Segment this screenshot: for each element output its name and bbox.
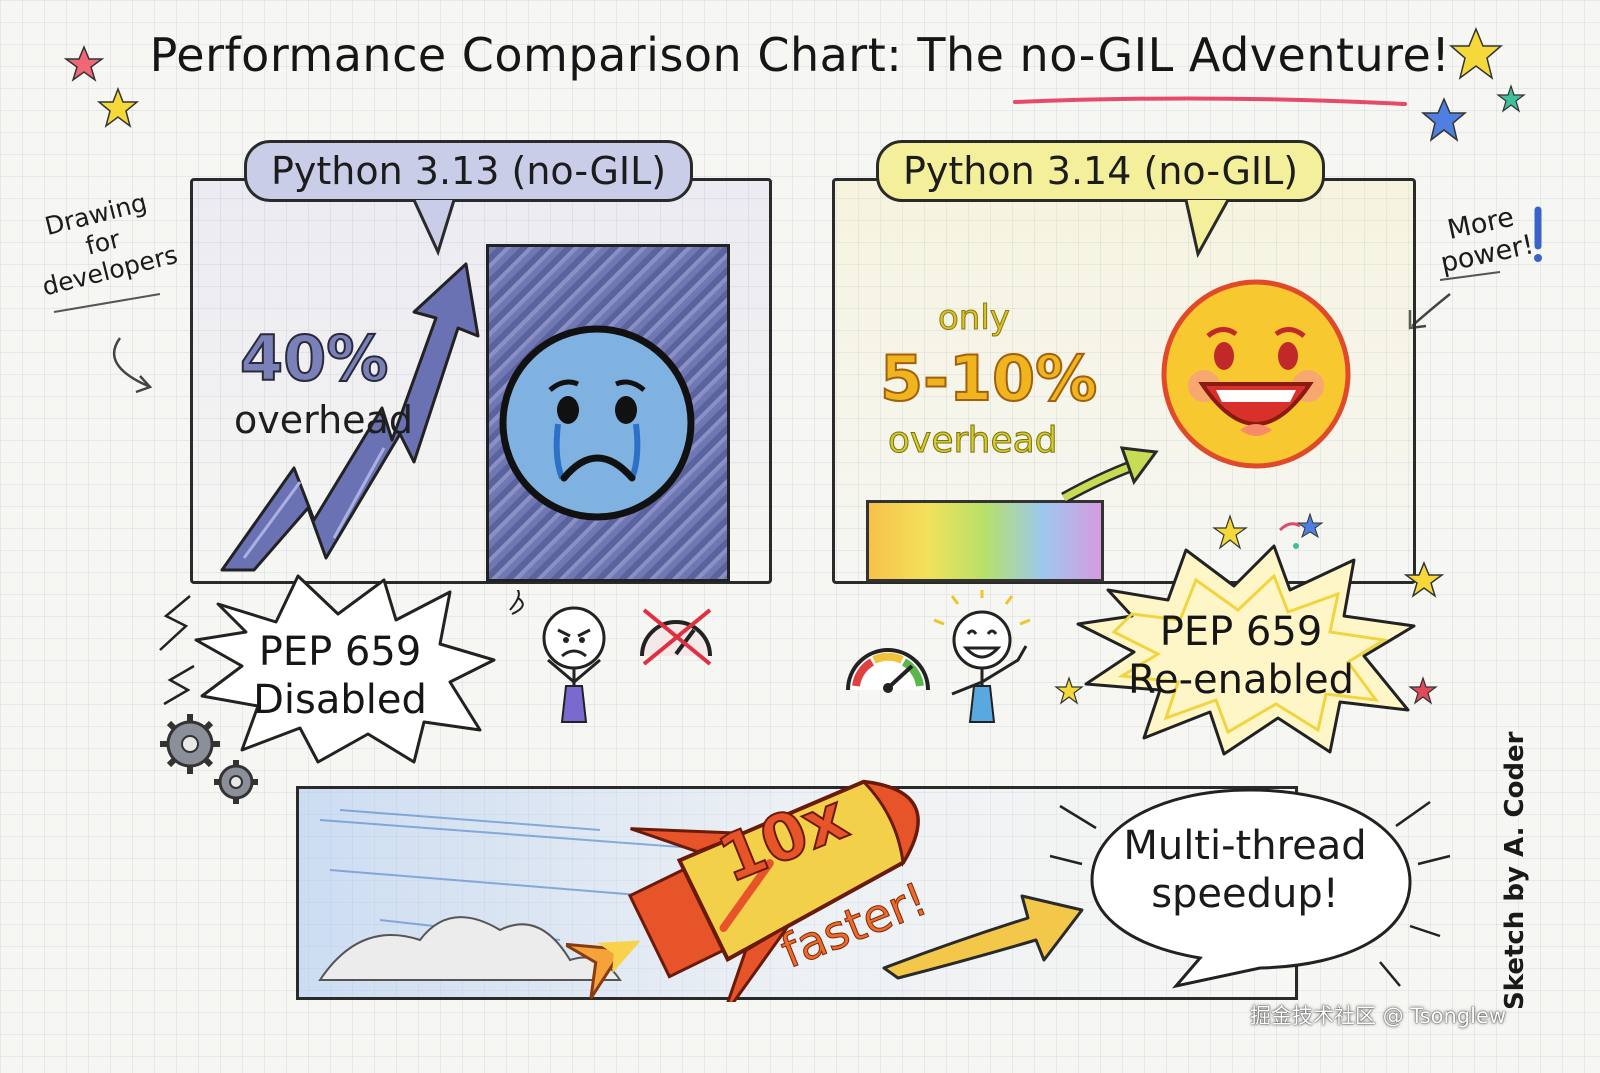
arrow-icon (1408, 271, 1501, 330)
burst-shape (194, 574, 496, 764)
left-panel-header: Python 3.13 (no-GIL) (244, 140, 694, 202)
speedometer-icon (846, 648, 930, 693)
title-underline (1013, 96, 1407, 106)
right-overhead-value: 5-10% (879, 341, 1098, 416)
burst-line: PEP 659 (258, 629, 422, 675)
star-icon (96, 86, 140, 128)
arrow-icon (882, 894, 1084, 980)
speedometer-disabled-icon (640, 608, 712, 666)
grumpy-figure-icon (509, 590, 606, 723)
speech-bubble-text: Multi-thread speedup! (1100, 822, 1390, 918)
signature: Sketch by A. Coder (1500, 731, 1530, 1010)
right-burst-label: PEP 659 Re-enabled (1126, 608, 1356, 704)
speed-lines (318, 809, 721, 981)
right-overhead-label: overhead (888, 420, 1059, 462)
emphasis-lines (1049, 800, 1451, 987)
right-panel-header: Python 3.14 (no-GIL) (876, 140, 1326, 202)
side-note-left: Drawing for developers (20, 183, 186, 303)
happy-face-icon (1161, 279, 1351, 469)
star-icon (1404, 561, 1444, 598)
rocket-icon (566, 779, 920, 1002)
bubble-tail (412, 199, 456, 257)
overhead-bar (866, 500, 1104, 582)
burst-line: Disabled (253, 677, 427, 723)
star-icon (1408, 676, 1438, 705)
burst-line: Re-enabled (1127, 657, 1354, 703)
burst-line: PEP 659 (1159, 609, 1323, 655)
page-title: Performance Comparison Chart: The no-GIL… (149, 28, 1451, 82)
gear-icon (160, 714, 258, 804)
left-overhead-label: overhead (234, 398, 413, 442)
happy-figure-icon (933, 590, 1031, 723)
curved-arrow-icon (53, 293, 161, 394)
rising-arrow-icon (220, 262, 480, 572)
burst-shape (1076, 544, 1416, 756)
left-overhead-value: 40% (239, 321, 389, 396)
star-icon (1420, 97, 1468, 142)
exclamation-icon (1534, 206, 1542, 262)
star-icon (1448, 27, 1504, 80)
lightning-icon (159, 595, 195, 706)
star-icon (64, 45, 104, 82)
speech-line: speedup! (1151, 871, 1339, 917)
speech-line: Multi-thread (1123, 823, 1367, 869)
star-icon (1496, 84, 1526, 113)
watermark: 掘金技术社区 @ Tsonglew (1250, 1004, 1507, 1028)
confetti-icon (1212, 512, 1324, 550)
star-icon (1054, 676, 1084, 705)
speech-bubble (1090, 788, 1412, 989)
bubble-tail (1184, 199, 1230, 259)
sad-face-icon (499, 325, 695, 521)
right-overhead-prefix: only (938, 298, 1011, 339)
arrow-icon (1061, 446, 1159, 504)
left-burst-label: PEP 659 Disabled (240, 628, 440, 724)
